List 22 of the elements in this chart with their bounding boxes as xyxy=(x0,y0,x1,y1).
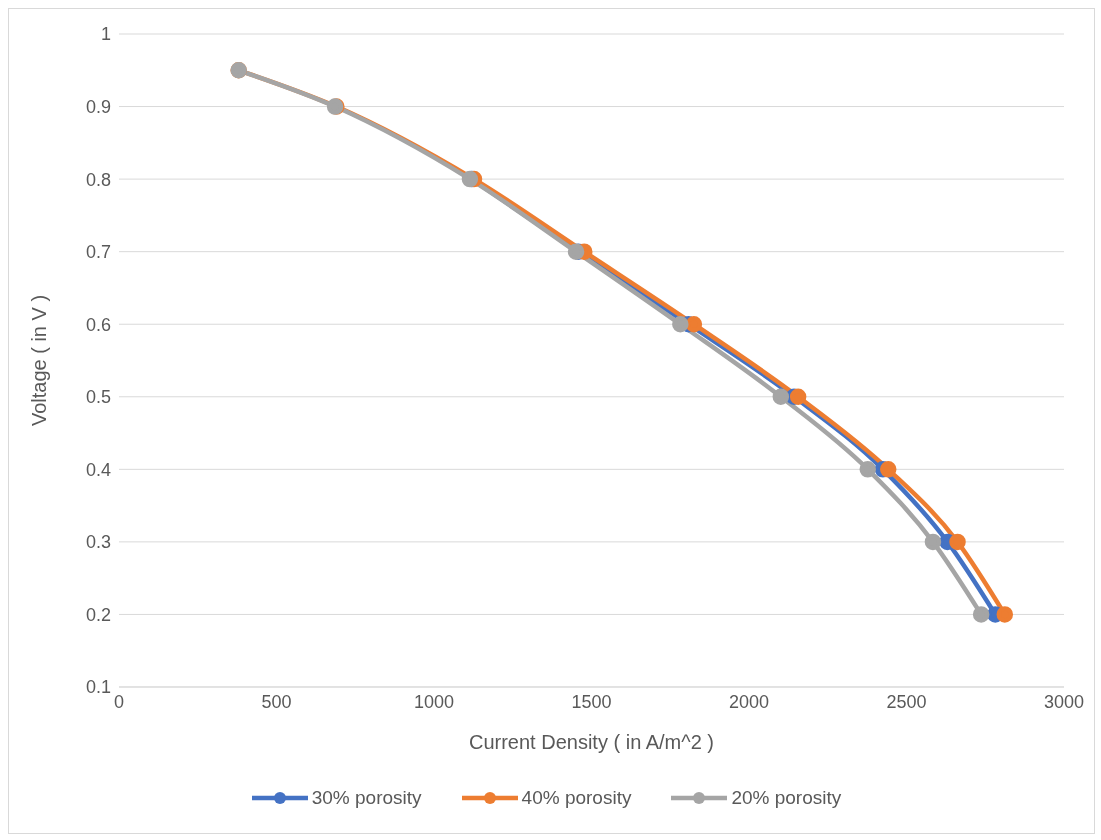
x-tick-label: 500 xyxy=(261,691,292,712)
y-tick-label: 0.5 xyxy=(85,387,111,408)
y-tick-label: 0.4 xyxy=(85,459,111,480)
y-tick-label: 1 xyxy=(100,24,111,45)
x-tick-label: 1500 xyxy=(571,691,612,712)
y-tick-label: 0.1 xyxy=(85,677,111,698)
x-tick-label: 0 xyxy=(113,691,125,712)
x-tick-label: 1000 xyxy=(413,691,455,712)
x-tick-label: 2000 xyxy=(728,691,770,712)
y-tick-label: 0.6 xyxy=(85,314,111,335)
y-axis-title: Voltage ( in V ) xyxy=(28,294,51,427)
legend-label: 20% porosity xyxy=(731,787,842,809)
x-tick-label: 2500 xyxy=(886,691,927,712)
y-tick-label: 0.3 xyxy=(85,532,111,553)
y-tick-label: 0.8 xyxy=(85,169,111,190)
x-axis-title: Current Density ( in A/m^2 ) xyxy=(468,731,715,753)
legend-label: 30% porosity xyxy=(311,787,422,809)
x-tick-label: 3000 xyxy=(1043,691,1085,712)
y-tick-label: 0.9 xyxy=(85,96,111,117)
y-tick-label: 0.2 xyxy=(85,604,111,625)
y-tick-label: 0.7 xyxy=(85,242,111,263)
legend-label: 40% porosity xyxy=(521,787,632,809)
